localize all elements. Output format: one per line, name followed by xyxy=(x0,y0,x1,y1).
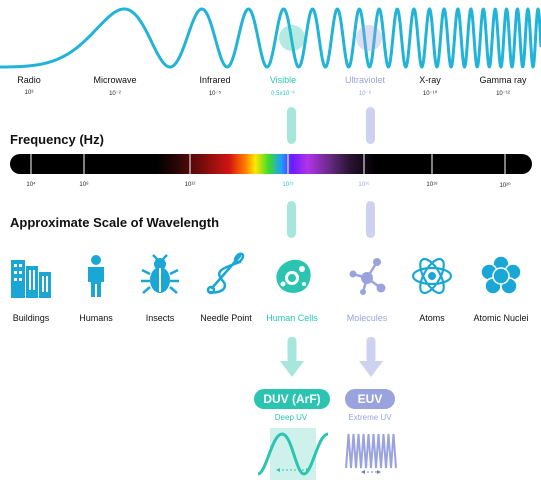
band-wavelength: 10⁻⁵ xyxy=(208,91,222,97)
frequency-heading: Frequency (Hz) xyxy=(10,132,104,147)
buildings-icon xyxy=(11,260,51,298)
band-name: Gamma ray xyxy=(479,75,527,85)
scale-label: Molecules xyxy=(346,313,388,323)
band-wavelength: 10⁻¹² xyxy=(496,91,510,97)
band-wavelength: 10⁻⁸ xyxy=(358,91,372,97)
band-name: Radio xyxy=(17,75,41,85)
band-name: X-ray xyxy=(419,75,441,85)
scale-label: Atomic Nuclei xyxy=(473,313,529,323)
band-wavelength: 10⁻¹⁰ xyxy=(422,91,438,97)
frequency-spectrum-bar xyxy=(10,154,532,174)
band-name: Ultraviolet xyxy=(344,75,385,85)
insect-icon xyxy=(141,254,179,294)
scale-label: Needle Point xyxy=(200,313,252,323)
frequency-tick-label: 10⁴ xyxy=(26,182,36,188)
frequency-tick-label: 10¹⁶ xyxy=(358,182,370,188)
visible-highlight xyxy=(279,25,305,51)
band-name: Microwave xyxy=(93,75,137,85)
scale-label: Buildings xyxy=(12,313,50,323)
ultraviolet-highlight xyxy=(356,25,382,51)
scale-heading: Approximate Scale of Wavelength xyxy=(10,215,220,230)
frequency-tick-label: 10¹² xyxy=(184,182,196,188)
scale-label: Humans xyxy=(79,313,113,323)
band-wavelength: 10³ xyxy=(24,90,34,96)
ultraviolet-connector-top xyxy=(366,107,375,144)
visible-connector-mid xyxy=(287,201,296,238)
euv-wave xyxy=(345,433,397,474)
duv-arrow xyxy=(280,337,304,377)
needle-icon xyxy=(206,252,245,295)
scale-label: Atoms xyxy=(419,313,445,323)
frequency-tick-label: 10¹⁸ xyxy=(426,182,438,188)
band-name: Visible xyxy=(269,75,297,85)
frequency-tick-label: 10⁸ xyxy=(79,182,89,188)
molecule-icon xyxy=(349,258,386,295)
scale-label: Human Cells xyxy=(266,313,318,323)
duv-wave xyxy=(257,428,329,480)
atom-icon xyxy=(411,257,453,295)
spectrum-wave xyxy=(0,7,541,69)
nucleus-icon xyxy=(480,255,522,295)
visible-connector-top xyxy=(287,107,296,144)
cell-icon xyxy=(276,259,311,293)
frequency-tick-label: 10¹⁵ xyxy=(282,182,294,188)
euv-badge: EUV xyxy=(345,389,395,409)
scale-label: Insects xyxy=(145,313,175,323)
band-name: Infrared xyxy=(199,75,231,85)
frequency-ticks xyxy=(30,154,506,174)
human-icon xyxy=(88,255,104,297)
euv-subtitle: Extreme UV xyxy=(348,413,392,422)
band-wavelength: 0.5x10⁻⁶ xyxy=(271,91,295,97)
duv-badge: DUV (ArF) xyxy=(254,389,330,409)
ultraviolet-connector-mid xyxy=(366,201,375,238)
frequency-tick-label: 10²⁰ xyxy=(499,183,511,189)
duv-subtitle: Deep UV xyxy=(274,413,308,422)
band-wavelength: 10⁻² xyxy=(109,91,121,97)
euv-arrow xyxy=(359,337,383,377)
